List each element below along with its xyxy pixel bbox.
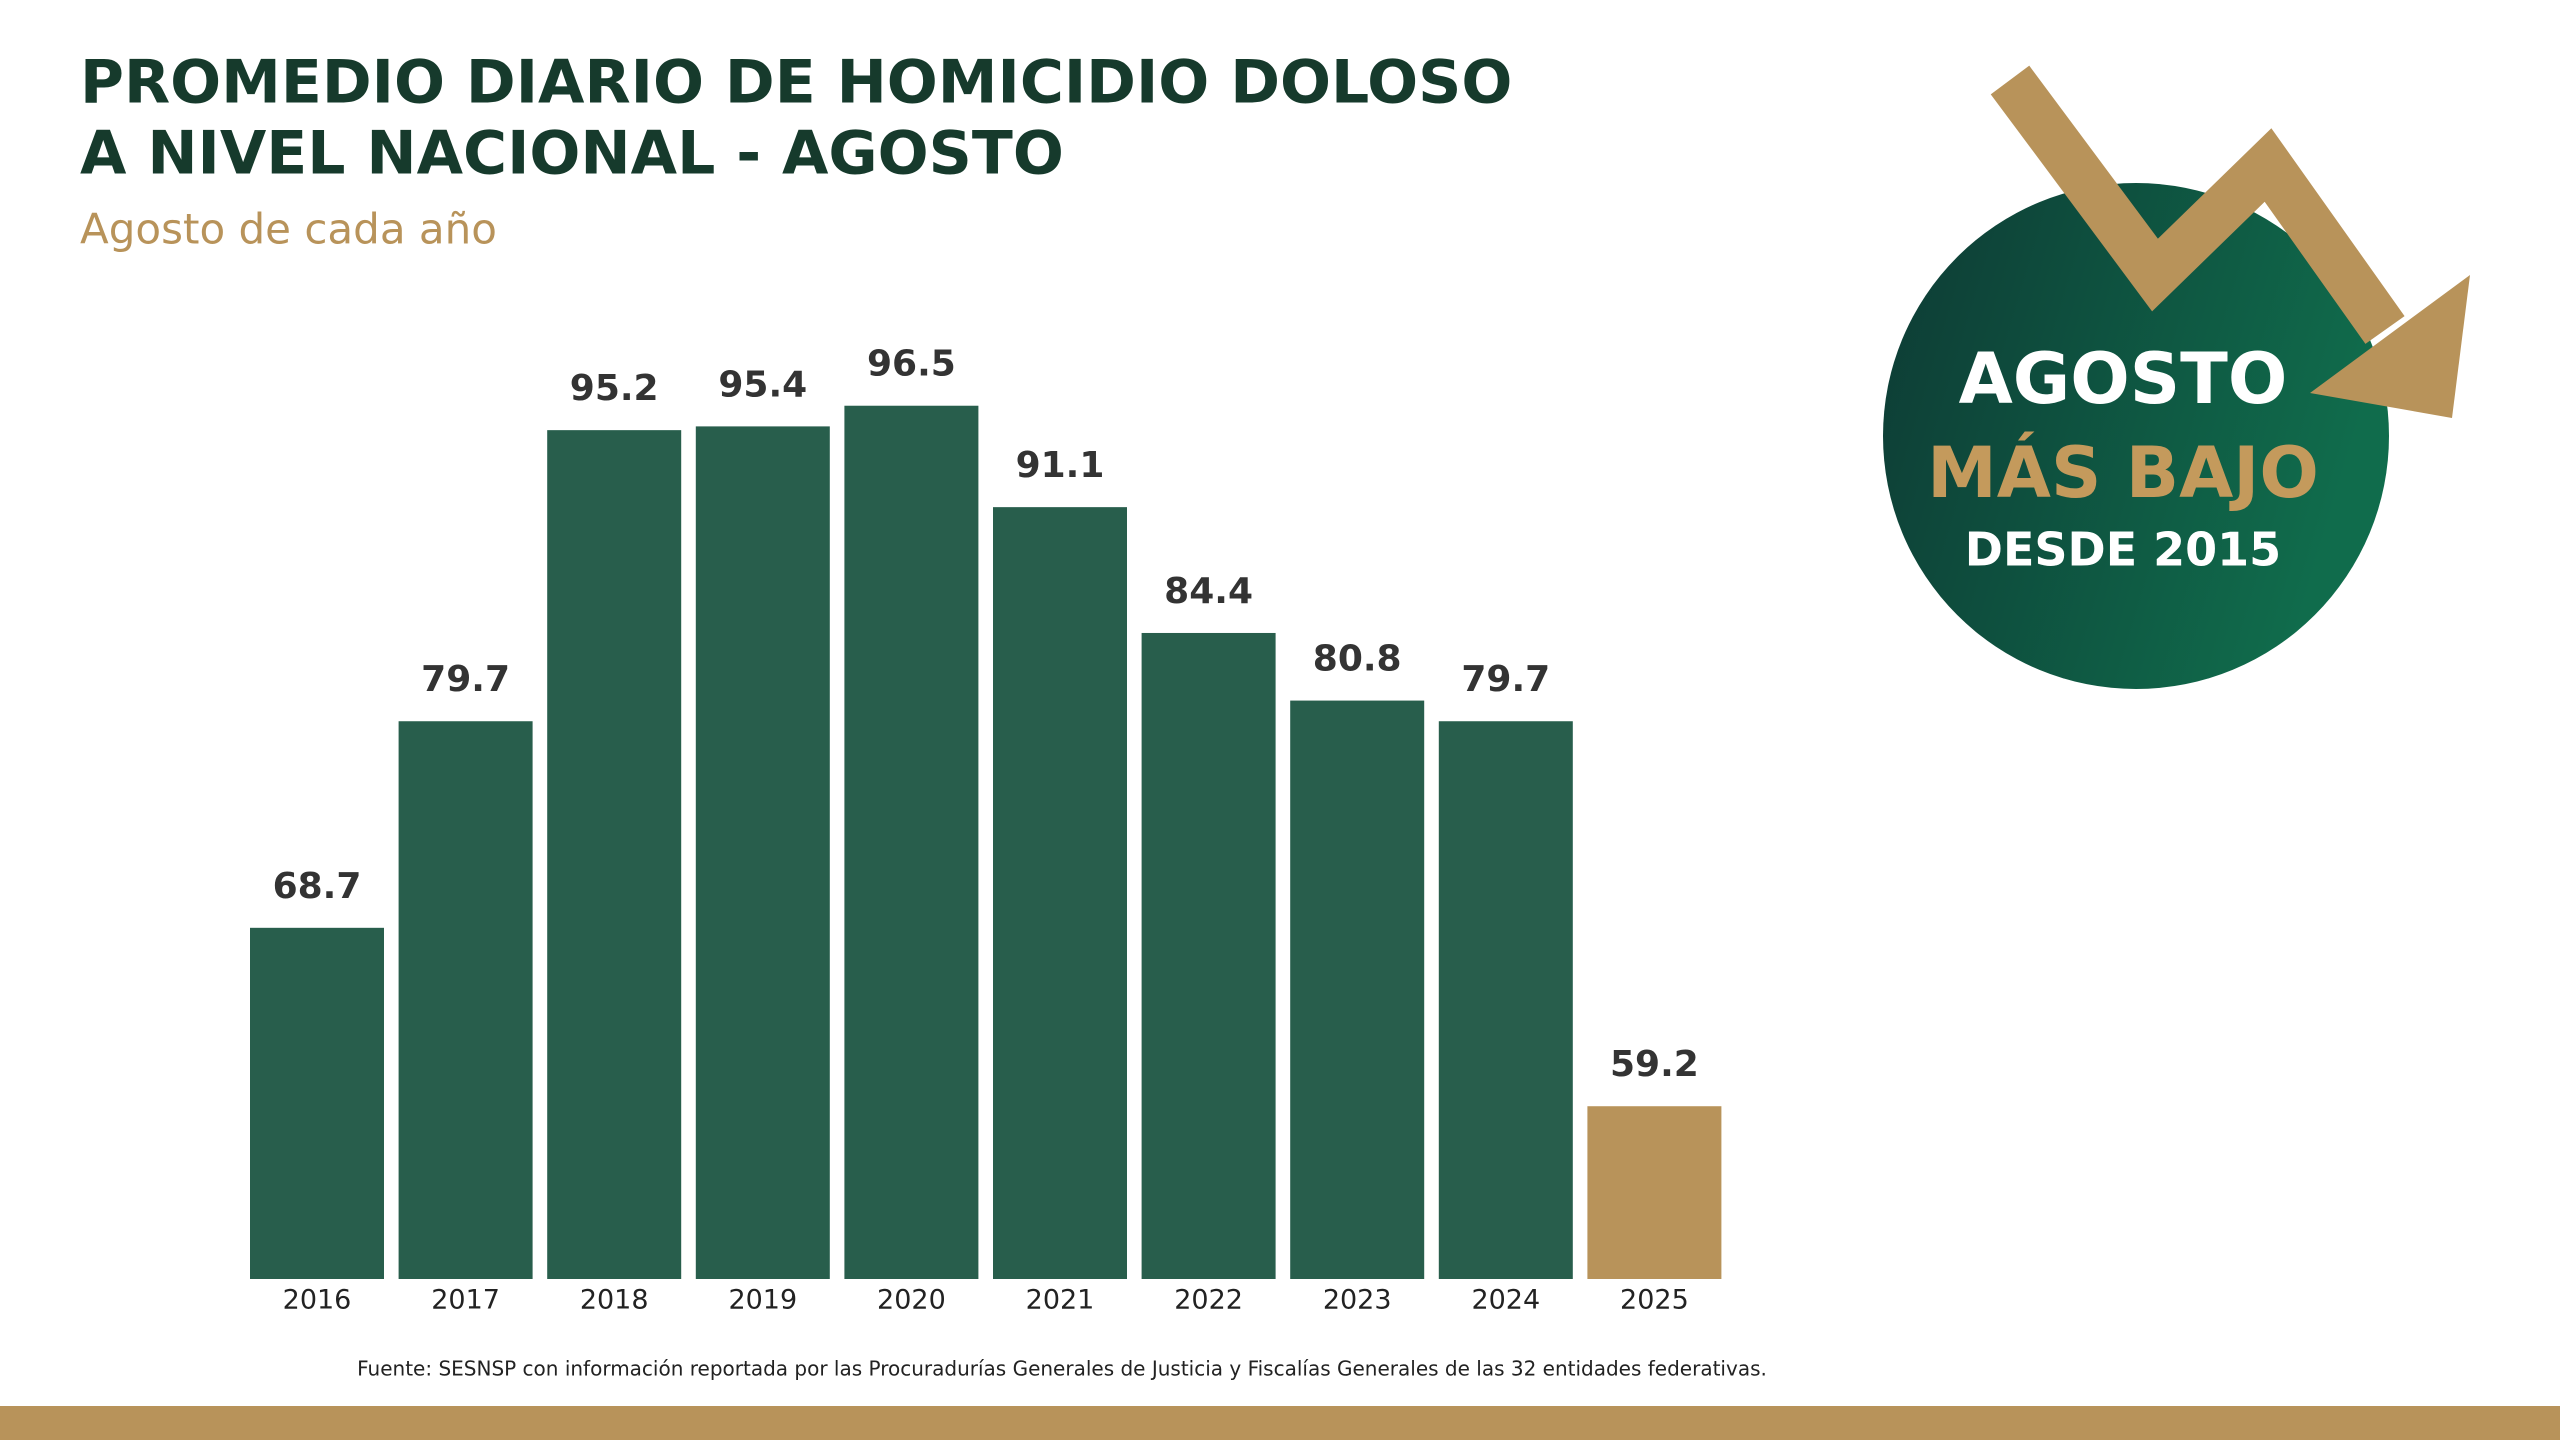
badge-arrowhead bbox=[2310, 275, 2470, 418]
bar bbox=[398, 721, 533, 1279]
value-label: 95.4 bbox=[718, 364, 807, 405]
badge-text: MÁS BAJO bbox=[1927, 432, 2319, 514]
value-label: 80.8 bbox=[1313, 639, 1402, 680]
bar bbox=[1290, 700, 1425, 1279]
badge-arrow bbox=[1990, 65, 2405, 344]
bar bbox=[250, 927, 384, 1279]
source-note: Fuente: SESNSP con información reportada… bbox=[357, 1357, 1767, 1381]
x-tick-label: 2020 bbox=[877, 1285, 946, 1316]
value-label: 79.7 bbox=[1461, 659, 1550, 700]
x-tick-label: 2019 bbox=[728, 1285, 797, 1316]
chart-title: A NIVEL NACIONAL - AGOSTO bbox=[80, 119, 1064, 189]
value-label: 96.5 bbox=[867, 344, 956, 385]
badge-circle bbox=[1883, 183, 2389, 689]
bar bbox=[1587, 1106, 1722, 1279]
x-tick-label: 2017 bbox=[431, 1285, 500, 1316]
badge-text: AGOSTO bbox=[1959, 338, 2288, 420]
value-label: 84.4 bbox=[1164, 571, 1253, 612]
x-tick-label: 2016 bbox=[283, 1285, 352, 1316]
bar bbox=[695, 426, 830, 1279]
x-tick-label: 2022 bbox=[1174, 1285, 1243, 1316]
bar bbox=[1438, 721, 1573, 1279]
x-tick-label: 2021 bbox=[1026, 1285, 1095, 1316]
badge-text: DESDE 2015 bbox=[1965, 523, 2281, 577]
bar bbox=[1141, 632, 1276, 1279]
bar bbox=[844, 405, 979, 1280]
bar bbox=[547, 430, 682, 1279]
value-label: 79.7 bbox=[421, 659, 510, 700]
footer-stripe bbox=[0, 1406, 2560, 1440]
value-label: 59.2 bbox=[1610, 1044, 1699, 1085]
bar bbox=[993, 507, 1127, 1280]
value-label: 68.7 bbox=[273, 866, 362, 907]
chart-subtitle: Agosto de cada año bbox=[80, 205, 497, 254]
x-tick-label: 2023 bbox=[1323, 1285, 1392, 1316]
chart-title: PROMEDIO DIARIO DE HOMICIDIO DOLOSO bbox=[80, 48, 1512, 118]
badge: AGOSTO MÁS BAJO DESDE 2015 bbox=[1883, 65, 2470, 689]
x-tick-label: 2018 bbox=[580, 1285, 649, 1316]
x-tick-label: 2024 bbox=[1471, 1285, 1540, 1316]
value-label: 95.2 bbox=[570, 368, 659, 409]
value-label: 91.1 bbox=[1016, 445, 1105, 486]
x-tick-label: 2025 bbox=[1620, 1285, 1689, 1316]
